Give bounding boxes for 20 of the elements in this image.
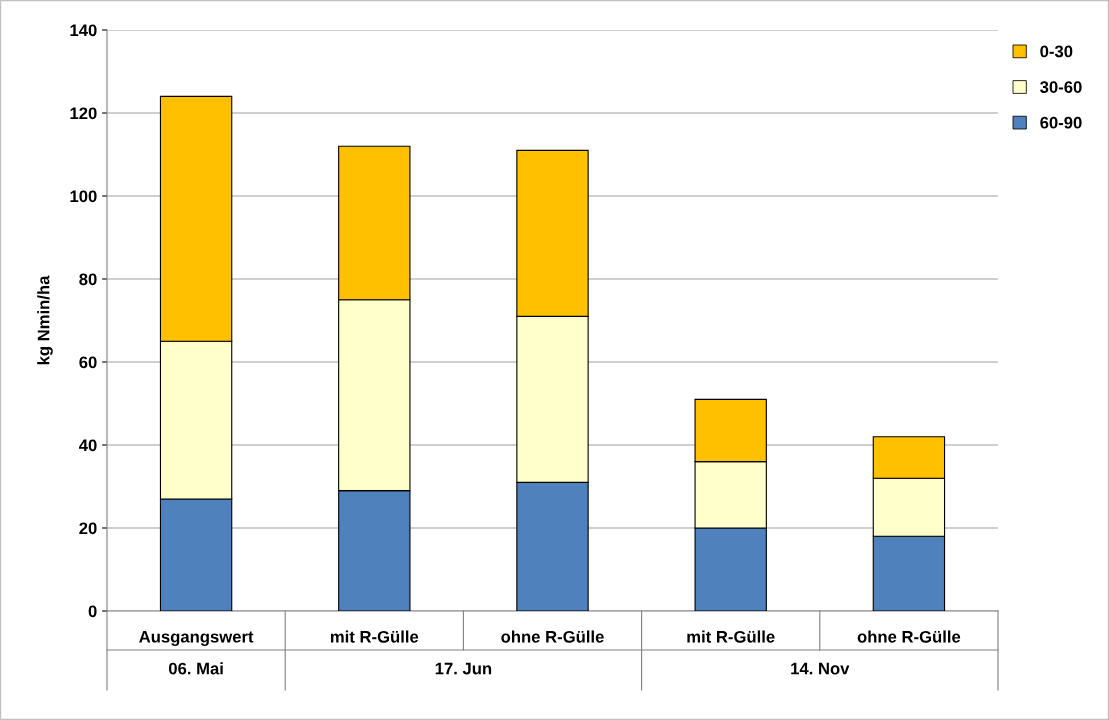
y-tick-label: 80: [79, 273, 97, 286]
legend-label: 30-60: [1040, 81, 1082, 93]
y-axis-title: kg Nmin/ha: [37, 275, 53, 365]
legend-label: 60-90: [1040, 116, 1082, 129]
x-tick-label: ohne R-Gülle: [857, 630, 961, 643]
y-tick-label: 40: [78, 439, 97, 452]
y-tick-label: 140: [70, 24, 97, 37]
text: 14. Nov: [791, 662, 850, 675]
x-tick-label: mit R-Gülle: [330, 630, 419, 643]
y-tick-label: 120: [70, 107, 97, 120]
y-tick-label: 0: [88, 605, 97, 618]
x-tick-label: mit R-Gülle: [687, 630, 775, 643]
y-tick-label: 100: [70, 190, 97, 203]
text: 06. Mai: [168, 662, 223, 675]
y-tick-label: 60: [79, 356, 97, 369]
x-tick-label: Ausgangswert: [139, 630, 254, 646]
text: 17. Jun: [435, 662, 492, 675]
x-tick-label: ohne R-Gülle: [501, 630, 604, 643]
y-tick-label: 20: [79, 522, 97, 535]
legend-label: 0-30: [1040, 45, 1073, 58]
